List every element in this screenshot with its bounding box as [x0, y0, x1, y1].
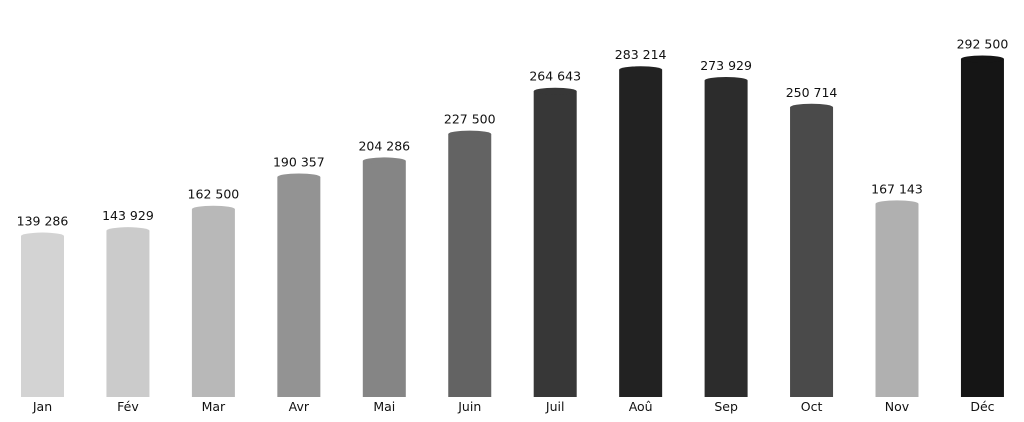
bar-2 — [106, 227, 150, 397]
bar-8 — [619, 66, 663, 397]
value-label-2: 143 929 — [102, 208, 154, 223]
value-label-11: 167 143 — [871, 181, 923, 196]
x-tick-label-10: Oct — [801, 399, 823, 414]
x-tick-label-12: Déc — [970, 399, 994, 414]
value-label-6: 227 500 — [444, 112, 496, 127]
bar-4 — [277, 173, 321, 397]
bar-cap — [448, 130, 492, 138]
bar-body — [533, 91, 577, 397]
value-label-7: 264 643 — [529, 69, 581, 84]
value-label-8: 283 214 — [615, 47, 667, 62]
bar-5 — [362, 157, 406, 397]
bar-cap — [362, 157, 406, 165]
value-label-12: 292 500 — [957, 37, 1009, 52]
bar-body — [448, 134, 492, 397]
bar-body — [106, 230, 150, 397]
x-tick-label-8: Aoû — [629, 399, 653, 414]
bar-7 — [533, 87, 577, 397]
bar-12 — [960, 55, 1004, 397]
bar-cap — [106, 227, 150, 235]
bar-cap — [704, 76, 748, 84]
bar-10 — [790, 103, 834, 397]
bar-body — [704, 80, 748, 397]
x-tick-label-9: Sep — [714, 399, 738, 414]
bar-cap — [277, 173, 321, 181]
bar-body — [191, 209, 235, 397]
bar-cap — [619, 66, 663, 74]
bar-3 — [191, 205, 235, 397]
x-tick-label-5: Mai — [373, 399, 395, 414]
bar-1 — [21, 232, 64, 397]
bar-9 — [704, 76, 748, 397]
bar-body — [619, 69, 663, 397]
bars-layer — [21, 55, 1004, 397]
bar-cap — [875, 200, 919, 208]
bar-6 — [448, 130, 492, 397]
value-label-9: 273 929 — [700, 58, 752, 73]
bar-body — [790, 107, 834, 397]
value-label-4: 190 357 — [273, 155, 325, 170]
bar-cap — [21, 232, 64, 240]
x-tick-label-6: Juin — [457, 399, 481, 414]
x-tick-label-4: Avr — [289, 399, 310, 414]
value-label-3: 162 500 — [188, 187, 240, 202]
x-tick-label-3: Mar — [202, 399, 226, 414]
bar-body — [362, 160, 406, 397]
bar-cap — [191, 205, 235, 213]
value-label-10: 250 714 — [786, 85, 838, 100]
bar-cap — [533, 87, 577, 95]
x-tick-label-1: Jan — [32, 399, 52, 414]
x-tick-label-7: Juil — [545, 399, 565, 414]
bar-cap — [960, 55, 1004, 63]
bar-body — [21, 236, 64, 397]
bar-body — [875, 203, 919, 397]
x-axis-ticks-layer: Jan Fév Mar Avr Mai Juin Juil Aoû Sep Oct Nov Déc — [32, 399, 995, 414]
value-labels-layer: 139 286 143 929 162 500 190 357 204 286 227 5… — [17, 37, 1009, 229]
x-tick-label-11: Nov — [885, 399, 910, 414]
value-label-5: 204 286 — [358, 138, 410, 153]
bar-body — [960, 59, 1004, 397]
value-label-1: 139 286 — [17, 214, 69, 229]
bar-11 — [875, 200, 919, 397]
bar-cap — [790, 103, 834, 111]
bar-body — [277, 177, 321, 397]
x-tick-label-2: Fév — [117, 399, 139, 414]
